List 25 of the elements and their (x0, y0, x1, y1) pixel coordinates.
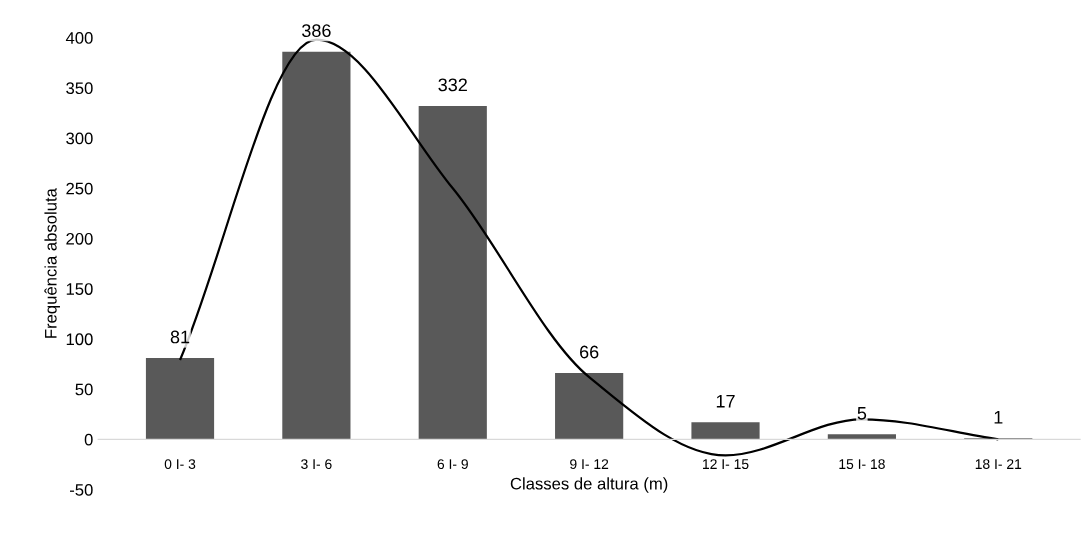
y-tick-label: 300 (66, 132, 93, 145)
y-tick-label: 250 (66, 182, 93, 195)
y-tick-label: 350 (66, 82, 93, 95)
x-tick-label: 3 I- 6 (301, 459, 332, 470)
y-tick-label: -50 (69, 483, 93, 496)
y-tick-label: 50 (75, 383, 93, 396)
y-tick-label: 400 (65, 32, 93, 44)
y-tick-label: 200 (66, 232, 93, 245)
x-tick-label: 6 I- 9 (437, 459, 468, 470)
data-label: 66 (580, 345, 599, 359)
x-tick-label: 18 I- 21 (975, 459, 1022, 470)
x-tick-label: 15 I- 18 (839, 459, 885, 470)
data-label: 1 (994, 411, 1003, 424)
y-tick-label: 100 (66, 333, 93, 346)
data-label: 81 (170, 330, 190, 344)
y-axis-title: Frequência absoluta (44, 188, 60, 338)
x-axis-title: Classes de altura (m) (510, 477, 668, 493)
y-tick-label: 0 (84, 433, 93, 446)
y-tick-label: 150 (66, 283, 93, 295)
data-label: 17 (716, 395, 735, 408)
x-tick-label: 9 I- 12 (570, 459, 609, 470)
x-tick-label: 0 I- 3 (164, 459, 196, 470)
data-label: 386 (302, 24, 331, 38)
data-label: 332 (438, 78, 467, 92)
x-tick-label: 12 I- 15 (703, 459, 749, 470)
